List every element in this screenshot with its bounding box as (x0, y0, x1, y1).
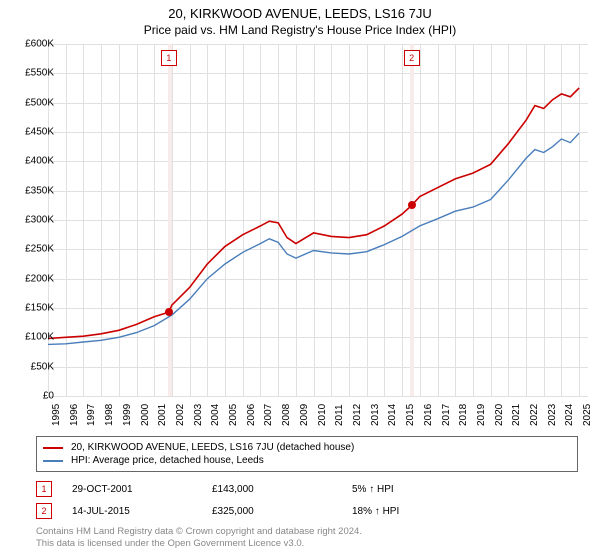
x-tick-label: 1997 (86, 404, 97, 426)
series-line-hpi (48, 133, 579, 344)
legend-swatch-hpi (43, 460, 63, 462)
footer-line-1: Contains HM Land Registry data © Crown c… (36, 526, 362, 538)
arrow-up-icon: ↑ (375, 506, 380, 517)
chart-title: 20, KIRKWOOD AVENUE, LEEDS, LS16 7JU (0, 0, 600, 21)
x-tick-label: 2012 (352, 404, 363, 426)
sales-table: 1 29-OCT-2001 £143,000 5% ↑ HPI 2 14-JUL… (36, 478, 492, 522)
x-tick-label: 2018 (458, 404, 469, 426)
arrow-up-icon: ↑ (369, 484, 374, 495)
sale-row-2: 2 14-JUL-2015 £325,000 18% ↑ HPI (36, 500, 492, 522)
sale-marker-2-icon: 2 (36, 503, 52, 519)
series-line-price_paid (48, 88, 579, 339)
x-tick-label: 2020 (494, 404, 505, 426)
x-tick-label: 1999 (122, 404, 133, 426)
y-tick-label: £550K (25, 68, 54, 79)
y-tick-label: £300K (25, 215, 54, 226)
x-tick-label: 2006 (246, 404, 257, 426)
x-tick-label: 2009 (299, 404, 310, 426)
legend-label-hpi: HPI: Average price, detached house, Leed… (71, 455, 264, 466)
x-tick-label: 2000 (140, 404, 151, 426)
legend: 20, KIRKWOOD AVENUE, LEEDS, LS16 7JU (de… (36, 436, 578, 472)
x-tick-label: 2002 (175, 404, 186, 426)
sale-marker-1-icon: 1 (36, 481, 52, 497)
y-tick-label: £50K (31, 361, 54, 372)
sale-row-1: 1 29-OCT-2001 £143,000 5% ↑ HPI (36, 478, 492, 500)
x-tick-label: 1996 (69, 404, 80, 426)
x-tick-label: 2004 (210, 404, 221, 426)
x-tick-label: 2017 (441, 404, 452, 426)
x-tick-label: 1995 (51, 404, 62, 426)
sale-date-1: 29-OCT-2001 (72, 484, 212, 495)
sale-flag-1: 1 (161, 50, 177, 66)
footer-line-2: This data is licensed under the Open Gov… (36, 538, 362, 550)
legend-swatch-price-paid (43, 447, 63, 449)
x-tick-label: 2015 (405, 404, 416, 426)
y-tick-label: £150K (25, 303, 54, 314)
y-tick-label: £350K (25, 185, 54, 196)
sale-price-1: £143,000 (212, 484, 352, 495)
x-tick-label: 2014 (387, 404, 398, 426)
x-tick-label: 2016 (423, 404, 434, 426)
x-tick-label: 2008 (281, 404, 292, 426)
y-tick-label: £200K (25, 273, 54, 284)
footer-text: Contains HM Land Registry data © Crown c… (36, 526, 362, 551)
x-tick-label: 2022 (529, 404, 540, 426)
x-tick-label: 2019 (476, 404, 487, 426)
x-tick-label: 2013 (370, 404, 381, 426)
y-tick-label: £500K (25, 97, 54, 108)
y-tick-label: £600K (25, 39, 54, 50)
sale-price-2: £325,000 (212, 506, 352, 517)
x-tick-label: 2021 (511, 404, 522, 426)
x-tick-label: 1998 (104, 404, 115, 426)
chart-container: 20, KIRKWOOD AVENUE, LEEDS, LS16 7JU Pri… (0, 0, 600, 560)
y-tick-label: £100K (25, 332, 54, 343)
x-tick-label: 2007 (263, 404, 274, 426)
sale-date-2: 14-JUL-2015 (72, 506, 212, 517)
sale-delta-2: 18% ↑ HPI (352, 506, 492, 517)
sale-delta-1: 5% ↑ HPI (352, 484, 492, 495)
sale-flag-2: 2 (404, 50, 420, 66)
y-tick-label: £0 (43, 391, 54, 402)
x-tick-label: 2023 (547, 404, 558, 426)
x-tick-label: 2005 (228, 404, 239, 426)
y-tick-label: £400K (25, 156, 54, 167)
x-tick-label: 2011 (334, 404, 345, 426)
chart-subtitle: Price paid vs. HM Land Registry's House … (0, 21, 600, 41)
y-tick-label: £450K (25, 127, 54, 138)
x-tick-label: 2024 (564, 404, 575, 426)
legend-row-price-paid: 20, KIRKWOOD AVENUE, LEEDS, LS16 7JU (de… (43, 441, 571, 454)
x-tick-label: 2025 (582, 404, 593, 426)
x-tick-label: 2003 (193, 404, 204, 426)
legend-label-price-paid: 20, KIRKWOOD AVENUE, LEEDS, LS16 7JU (de… (71, 442, 354, 453)
x-tick-label: 2010 (317, 404, 328, 426)
legend-row-hpi: HPI: Average price, detached house, Leed… (43, 454, 571, 467)
sale-point-1 (165, 308, 173, 316)
x-tick-label: 2001 (157, 404, 168, 426)
sale-point-2 (408, 201, 416, 209)
y-tick-label: £250K (25, 244, 54, 255)
chart-lines-svg (48, 44, 588, 396)
